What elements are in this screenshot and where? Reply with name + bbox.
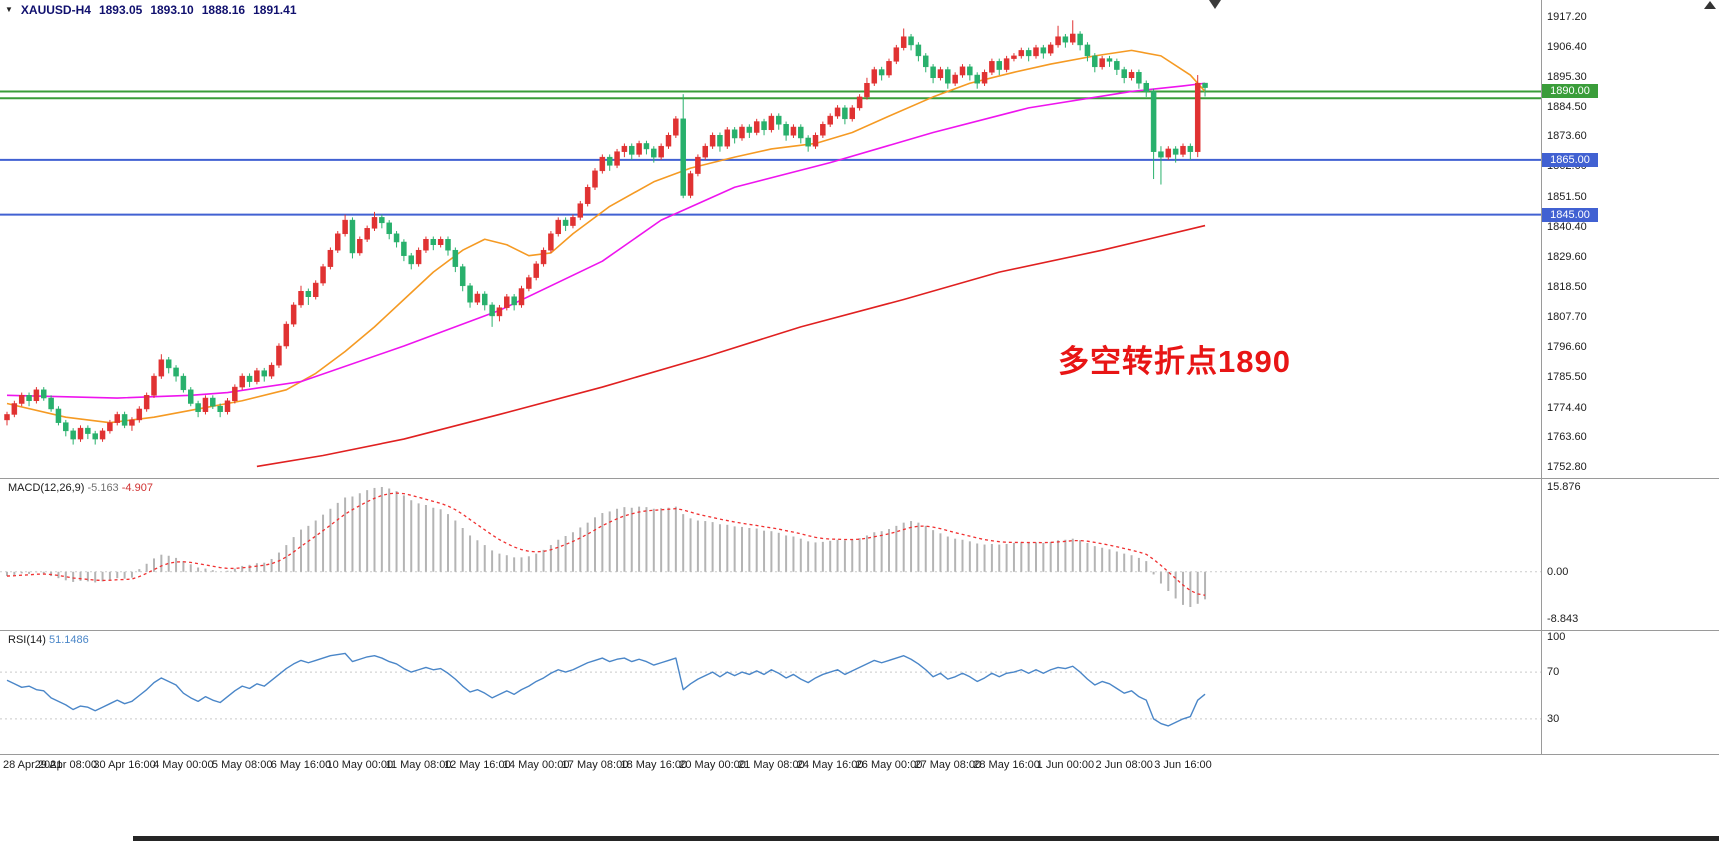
rsi-indicator-label: RSI(14) 51.1486 [8,634,89,646]
rsi-value: 51.1486 [48,634,89,646]
macd-name: MACD(12,26,9) [8,482,85,494]
annotation-text: 多空转折点1890 [1058,344,1291,379]
macd-signal-value: -4.907 [121,482,153,494]
taskbar-strip [133,836,1719,841]
symbol-timeframe-label: XAUUSD-H4 [20,3,91,17]
ohlc-high-value: 1893.10 [150,3,194,17]
rsi-name: RSI(14) [8,634,46,646]
ohlc-low-value: 1888.16 [201,3,246,17]
ohlc-open-value: 1893.05 [98,3,143,17]
axis-corner-marker-icon [1704,1,1716,9]
macd-main-value: -5.163 [87,482,119,494]
symbol-dropdown-icon[interactable]: ▼ [5,5,13,14]
chart-header: ▼ XAUUSD-H4 1893.05 1893.10 1888.16 1891.41 [5,3,305,17]
ohlc-close-value: 1891.41 [253,3,297,17]
macd-indicator-label: MACD(12,26,9) -5.163 -4.907 [8,482,153,494]
chart-shift-marker-icon [1209,0,1221,9]
